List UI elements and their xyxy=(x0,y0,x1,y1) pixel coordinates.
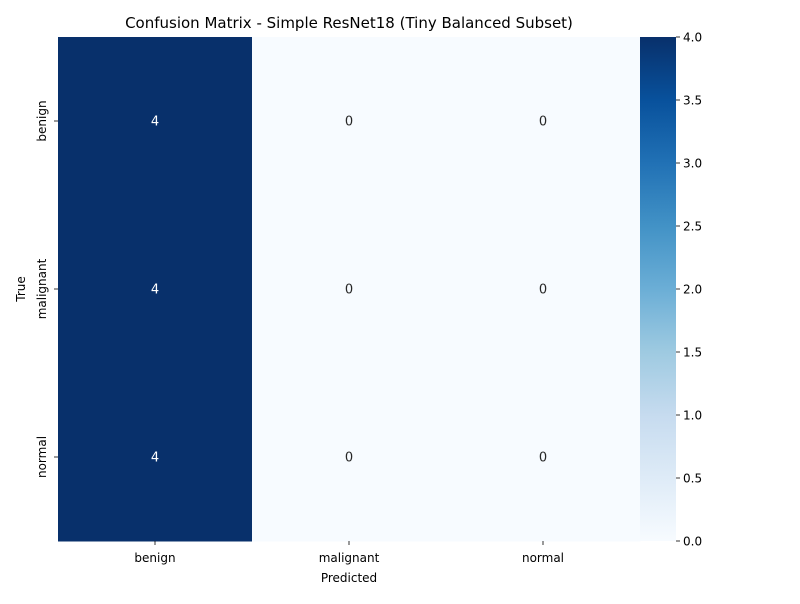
cell-annotation: 0 xyxy=(539,115,547,130)
x-axis: benign malignant normal xyxy=(134,541,564,565)
cell-annotations: 4 0 0 4 0 0 4 0 0 xyxy=(151,115,547,466)
y-axis-label: True xyxy=(14,276,28,303)
y-tick-label: normal xyxy=(35,436,49,478)
colorbar-ticks: 0.0 0.5 1.0 1.5 2.0 2.5 3.0 3.5 4.0 xyxy=(676,31,702,549)
x-axis-label: Predicted xyxy=(321,571,377,585)
colorbar-tick-label: 0.0 xyxy=(683,535,702,549)
heatmap-cell-malignant-benign xyxy=(58,205,253,374)
cell-annotation: 0 xyxy=(345,451,353,466)
heatmap-cell-malignant-normal xyxy=(446,205,641,374)
cell-annotation: 4 xyxy=(151,451,159,466)
y-tick-label: benign xyxy=(35,100,49,141)
cell-annotation: 0 xyxy=(539,451,547,466)
colorbar-tick-label: 3.0 xyxy=(683,157,702,171)
colorbar-tick-label: 2.5 xyxy=(683,220,702,234)
heatmap-cell-benign-benign xyxy=(58,37,253,206)
heatmap-cell-malignant-malignant xyxy=(252,205,447,374)
cell-annotation: 0 xyxy=(345,283,353,298)
cell-annotation: 4 xyxy=(151,283,159,298)
colorbar xyxy=(640,37,676,541)
colorbar-tick-label: 3.5 xyxy=(683,94,702,108)
heatmap-cell-benign-normal xyxy=(446,37,641,206)
y-axis: benign malignant normal xyxy=(35,100,58,478)
heatmap-cell-normal-benign xyxy=(58,373,253,542)
heatmap-cell-normal-normal xyxy=(446,373,641,542)
cell-annotation: 4 xyxy=(151,115,159,130)
x-tick-label: malignant xyxy=(319,551,380,565)
x-tick-label: benign xyxy=(134,551,175,565)
colorbar-tick-label: 2.0 xyxy=(683,283,702,297)
y-tick-label: malignant xyxy=(35,258,49,319)
x-tick-label: normal xyxy=(522,551,564,565)
colorbar-tick-label: 4.0 xyxy=(683,31,702,45)
colorbar-tick-label: 0.5 xyxy=(683,472,702,486)
cell-annotation: 0 xyxy=(539,283,547,298)
heatmap-cells xyxy=(58,37,641,542)
chart-title: Confusion Matrix - Simple ResNet18 (Tiny… xyxy=(125,14,573,32)
colorbar-tick-label: 1.5 xyxy=(683,346,702,360)
heatmap-cell-normal-malignant xyxy=(252,373,447,542)
colorbar-tick-label: 1.0 xyxy=(683,409,702,423)
cell-annotation: 0 xyxy=(345,115,353,130)
heatmap-cell-benign-malignant xyxy=(252,37,447,206)
